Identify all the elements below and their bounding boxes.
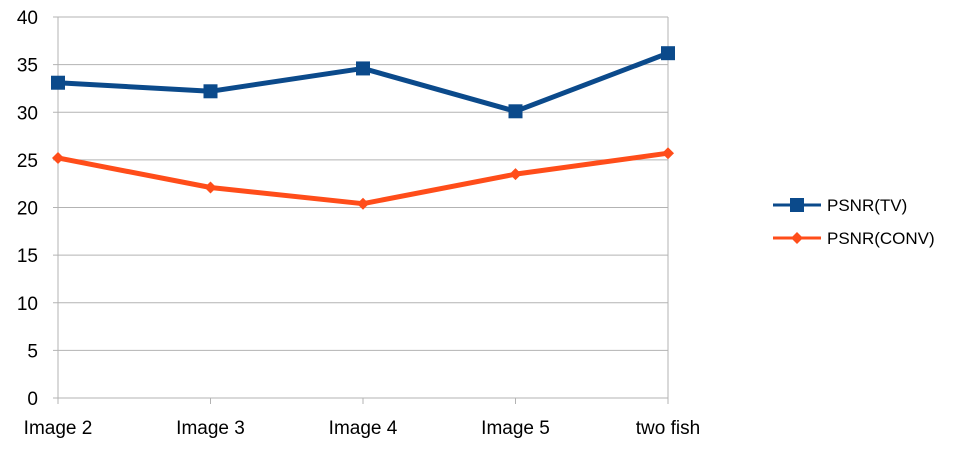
x-tick-label: Image 3	[176, 418, 245, 439]
y-tick-label: 30	[17, 103, 38, 124]
x-tick-label: Image 2	[24, 418, 93, 439]
legend-entry: PSNR(CONV)	[773, 229, 935, 248]
y-tick-label: 40	[17, 8, 38, 29]
y-axis-tick-labels: 0 5 10 15 20 25 30 35 40	[17, 8, 38, 410]
y-tick-label: 5	[27, 341, 38, 362]
series-lines	[51, 46, 675, 210]
x-tick-label: Image 5	[481, 418, 550, 439]
legend: PSNR(TV) PSNR(CONV)	[773, 196, 935, 248]
data-point	[356, 61, 370, 76]
data-point	[51, 75, 65, 90]
x-tick-label: two fish	[636, 418, 700, 439]
data-point	[509, 168, 522, 181]
data-point	[661, 46, 675, 61]
y-tick-label: 25	[17, 151, 38, 172]
legend-swatch-marker	[790, 198, 804, 212]
legend-label: PSNR(TV)	[827, 196, 907, 215]
data-point	[204, 181, 217, 194]
legend-label: PSNR(CONV)	[827, 229, 935, 248]
x-axis-tick-labels: Image 2 Image 3 Image 4 Image 5 two fish	[24, 418, 701, 439]
series-group	[51, 46, 675, 119]
y-tick-label: 10	[17, 294, 38, 315]
legend-entry: PSNR(TV)	[773, 196, 907, 215]
series-line	[55, 150, 671, 207]
y-tick-label: 35	[17, 56, 38, 77]
gridlines	[58, 16, 668, 351]
y-tick-label: 20	[17, 199, 38, 220]
data-point	[508, 104, 523, 119]
data-point	[357, 197, 369, 210]
legend-swatch-marker	[791, 232, 803, 244]
y-tick-label: 0	[27, 389, 38, 410]
data-point	[662, 147, 674, 160]
x-tick-label: Image 4	[329, 418, 398, 439]
series-group	[52, 147, 674, 210]
data-point	[52, 151, 64, 164]
y-tick-label: 15	[17, 246, 38, 267]
data-point	[203, 84, 218, 99]
